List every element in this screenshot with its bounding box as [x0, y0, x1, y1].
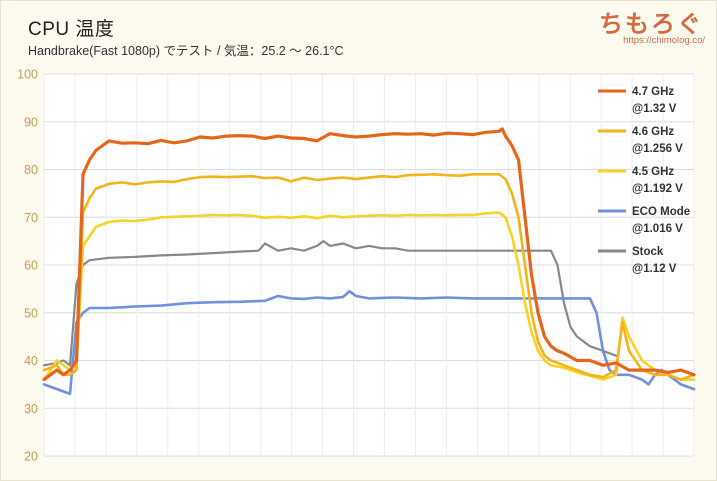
series-line — [42, 211, 696, 381]
y-tick-label: 60 — [24, 259, 38, 273]
y-tick-label: 100 — [17, 68, 38, 82]
y-tick-label: 70 — [24, 211, 38, 225]
legend-label: 4.5 GHz — [632, 166, 674, 178]
legend-label: @1.016 V — [632, 223, 683, 235]
legend-label: 4.6 GHz — [632, 126, 674, 138]
y-tick-label: 90 — [24, 115, 38, 129]
series-line — [42, 290, 696, 396]
y-tick-label: 40 — [24, 354, 38, 368]
chart-subtitle: Handbrake(Fast 1080p) でテスト / 気温：25.2 〜 2… — [28, 44, 344, 58]
series-line — [42, 240, 618, 367]
series-line — [42, 127, 696, 382]
legend-label: ECO Mode — [632, 206, 690, 218]
legend-label: @1.256 V — [632, 143, 683, 155]
y-tick-label: 30 — [24, 402, 38, 416]
brand-logo: ちもろぐ — [599, 10, 703, 38]
brand-url: https://chimolog.co/ — [623, 35, 705, 46]
legend-label: @1.32 V — [632, 103, 677, 115]
y-tick-label: 20 — [24, 450, 38, 464]
legend-label: Stock — [632, 246, 664, 258]
y-tick-label: 80 — [24, 163, 38, 177]
legend-label: @1.192 V — [632, 183, 683, 195]
y-axis: 20 30 40 50 60 70 80 90 100 — [17, 68, 38, 464]
legend-label: @1.12 V — [632, 263, 677, 275]
legend: 4.7 GHz @1.32 V 4.6 GHz @1.256 V 4.5 GHz @1.1… — [598, 86, 690, 275]
series-line — [42, 173, 696, 381]
series-lines — [42, 127, 696, 396]
legend-label: 4.7 GHz — [632, 86, 674, 98]
chart-title: CPU 温度 — [28, 19, 115, 40]
y-tick-label: 50 — [24, 306, 38, 320]
